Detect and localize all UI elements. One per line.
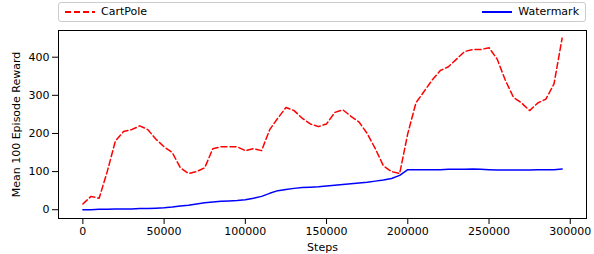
- svg-text:150000: 150000: [306, 225, 348, 238]
- html-text:CartPole: CartPole: [101, 5, 148, 18]
- svg-text:50000: 50000: [147, 225, 182, 238]
- svg-text:200: 200: [29, 127, 50, 140]
- svg-text:Mean 100 Episode Reward: Mean 100 Episode Reward: [10, 52, 23, 198]
- svg-text:200000: 200000: [387, 225, 429, 238]
- svg-text:300000: 300000: [549, 225, 591, 238]
- svg-text:100000: 100000: [224, 225, 266, 238]
- svg-text:100: 100: [29, 165, 50, 178]
- html-text:Watermark: Watermark: [518, 5, 579, 18]
- svg-text:250000: 250000: [468, 225, 510, 238]
- svg-text:Steps: Steps: [307, 241, 338, 254]
- svg-text:400: 400: [29, 51, 50, 64]
- svg-text:0: 0: [43, 203, 50, 216]
- svg-text:0: 0: [79, 225, 86, 238]
- svg-text:300: 300: [29, 89, 50, 102]
